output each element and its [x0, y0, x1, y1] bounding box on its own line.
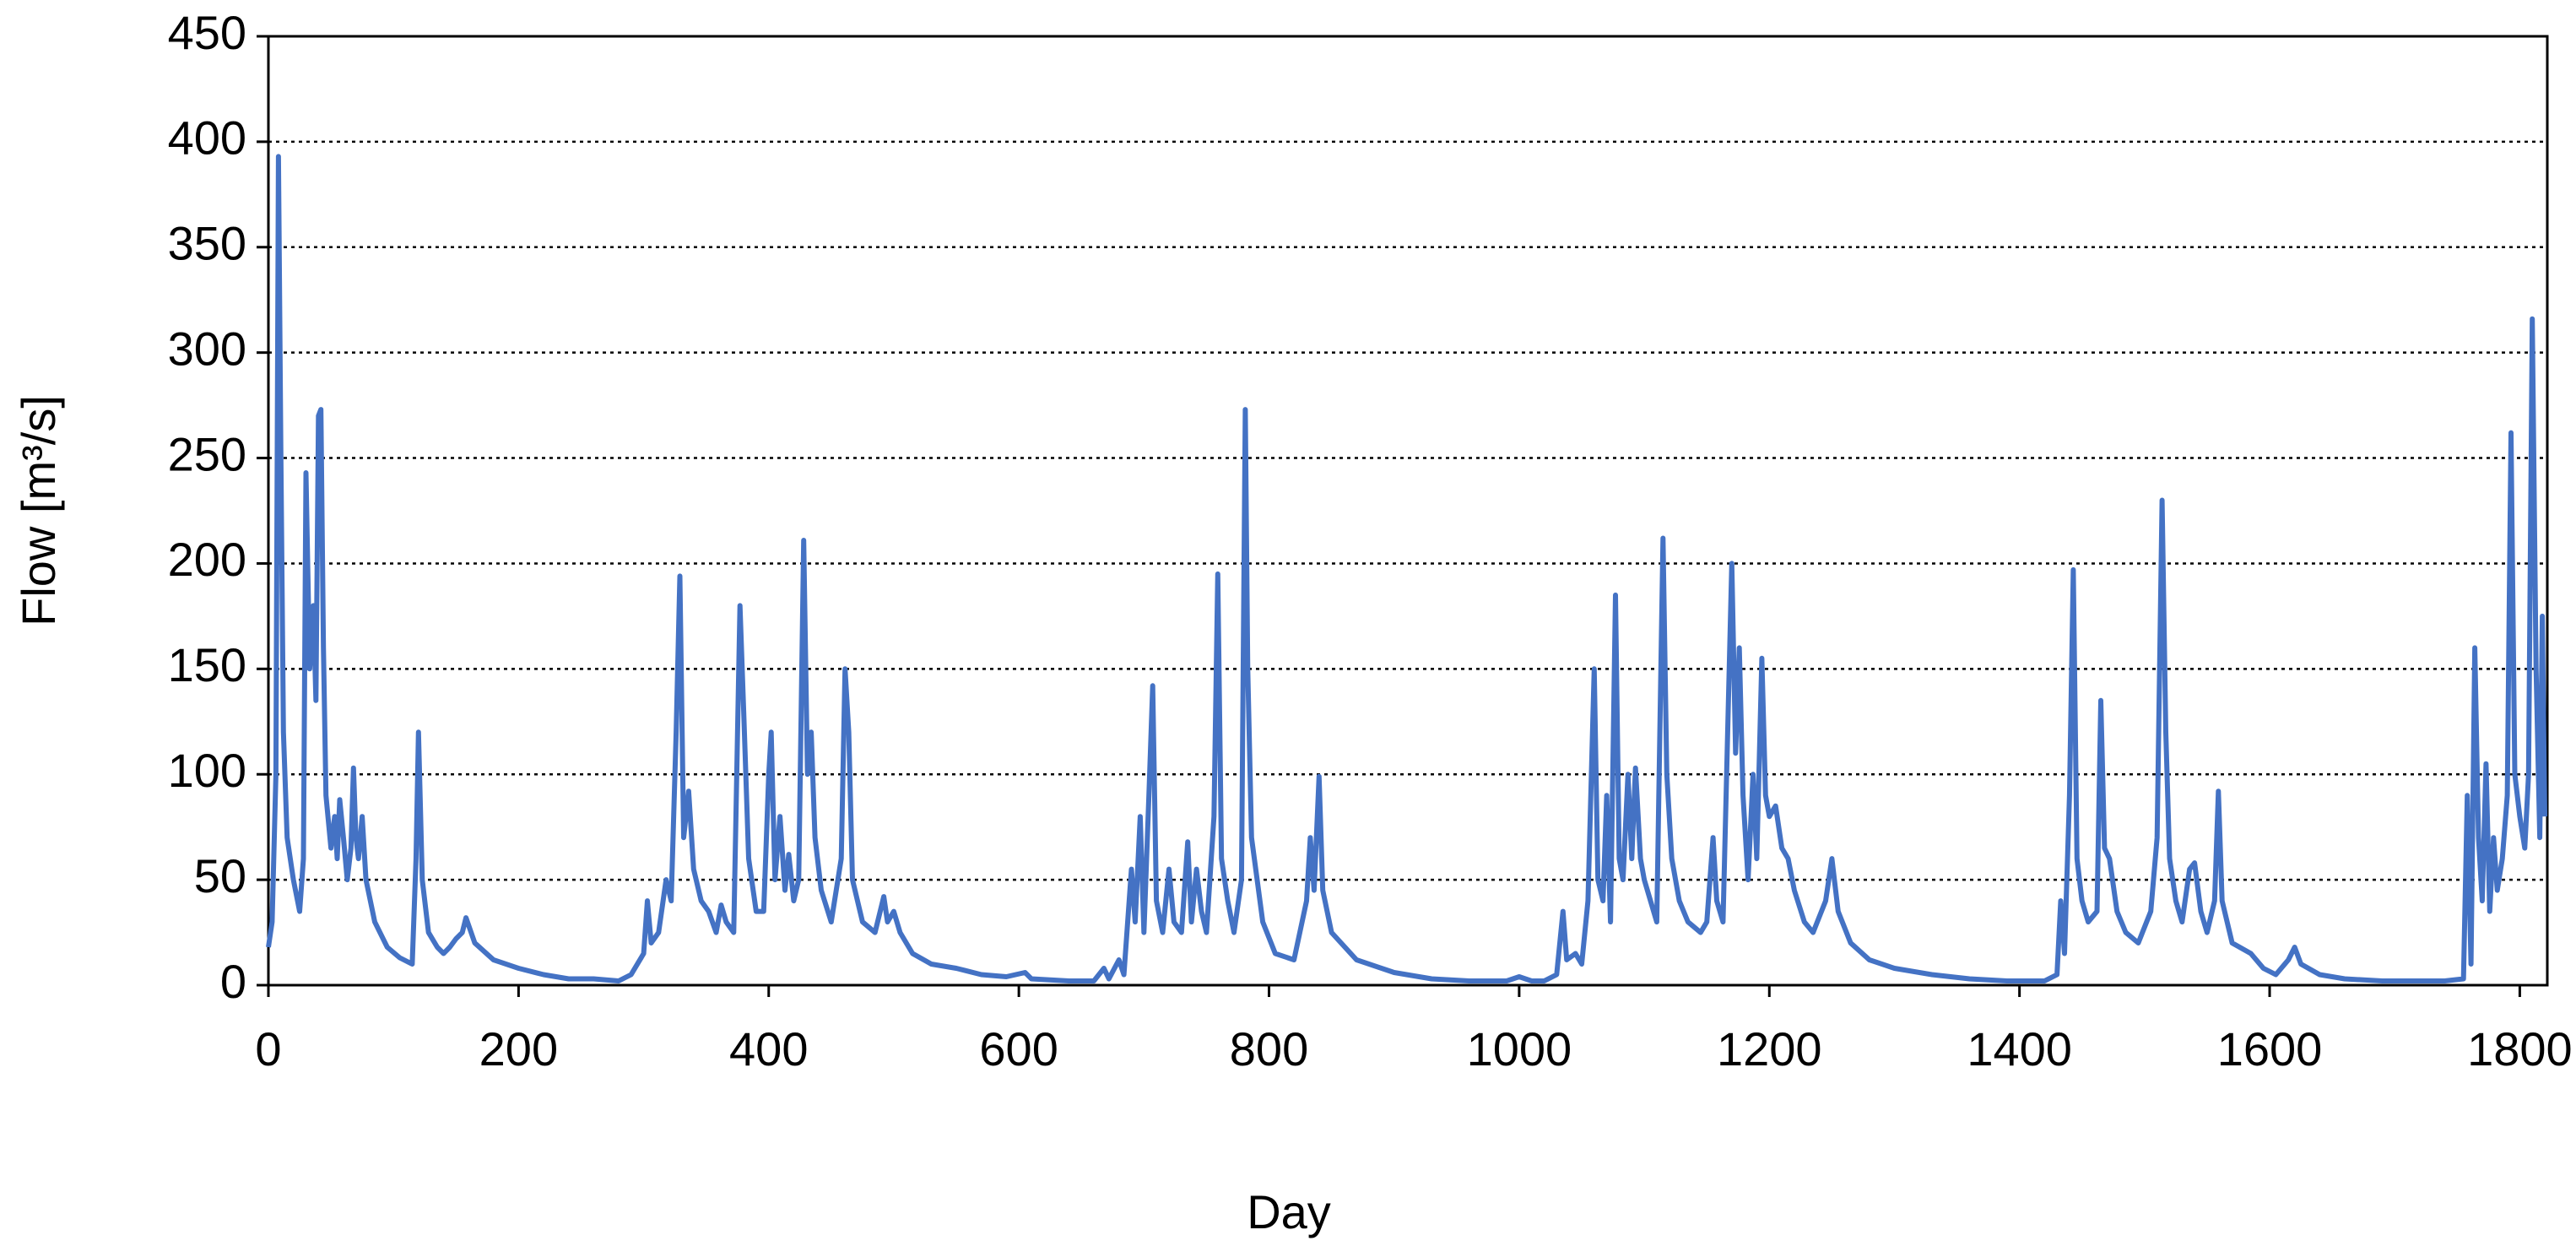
y-tick-label: 0 — [220, 955, 246, 1008]
x-tick-label: 600 — [979, 1022, 1058, 1075]
y-tick-label: 50 — [194, 849, 246, 902]
x-tick-label: 1800 — [2467, 1022, 2573, 1075]
y-tick-label: 100 — [168, 744, 246, 797]
y-tick-label: 200 — [168, 533, 246, 586]
y-tick-label: 350 — [168, 217, 246, 270]
x-tick-label: 0 — [255, 1022, 281, 1075]
x-tick-label: 400 — [729, 1022, 808, 1075]
y-tick-label: 150 — [168, 638, 246, 691]
flow-line — [266, 154, 2547, 983]
y-tick-label: 450 — [168, 6, 246, 59]
x-tick-label: 1000 — [1467, 1022, 1572, 1075]
x-axis-label: Day — [1247, 1185, 1331, 1238]
plot-frame — [267, 35, 2549, 987]
x-tick-label: 1600 — [2217, 1022, 2323, 1075]
x-tick-label: 1200 — [1717, 1022, 1822, 1075]
x-tick-label: 800 — [1230, 1022, 1308, 1075]
y-axis-label: Flow [m³/s] — [12, 395, 65, 626]
y-tick-label: 300 — [168, 322, 246, 375]
y-tick-label: 250 — [168, 427, 246, 480]
x-tick-label: 1400 — [1967, 1022, 2072, 1075]
x-tick-label: 200 — [479, 1022, 558, 1075]
y-tick-label: 400 — [168, 111, 246, 165]
